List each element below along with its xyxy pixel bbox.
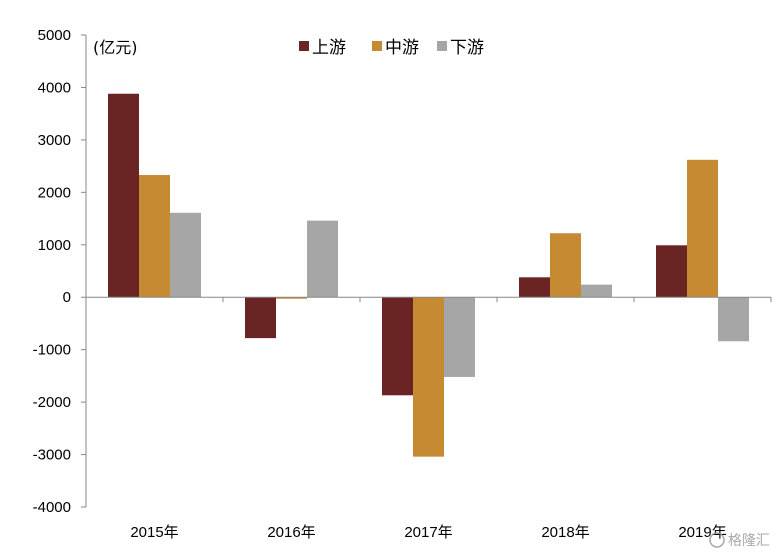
- x-tick-label: 2019年: [678, 524, 726, 541]
- legend-swatch-1: [299, 41, 309, 51]
- y-tick-label: 4000: [38, 79, 71, 96]
- bar-1-3: [382, 297, 413, 396]
- y-tick-label: 2000: [38, 184, 71, 201]
- y-tick-label: -2000: [33, 394, 71, 411]
- bar-3-2: [307, 220, 338, 298]
- watermark-text: 格隆汇: [728, 533, 770, 549]
- x-axis: 2015年 2016年 2017年 2018年 2019年: [85, 296, 772, 541]
- legend: 上游 中游 下游: [299, 38, 484, 58]
- bar-2-1: [139, 175, 170, 298]
- y-tick-label: 5000: [38, 27, 71, 44]
- legend-swatch-2: [372, 41, 382, 51]
- bars: [108, 93, 749, 457]
- bar-3-5: [718, 297, 749, 342]
- watermark-logo-icon: [709, 532, 725, 548]
- bar-3-1: [170, 212, 201, 298]
- bar-1-2: [245, 297, 276, 339]
- y-axis: 5000 4000 3000 2000 1000 0 -1000 -2000 -3000 -400…: [33, 27, 87, 516]
- bar-2-2: [276, 297, 307, 299]
- x-tick-label: 2017年: [404, 524, 452, 541]
- x-tick-label: 2018年: [541, 524, 589, 541]
- bar-3-4: [581, 284, 612, 298]
- y-tick-label: 3000: [38, 132, 71, 149]
- bar-2-5: [687, 159, 718, 298]
- bar-1-1: [108, 93, 139, 298]
- y-tick-label: -4000: [33, 499, 71, 516]
- y-tick-label: 0: [63, 289, 71, 306]
- y-tick-label: -3000: [33, 447, 71, 464]
- bar-1-4: [519, 277, 550, 298]
- bar-2-3: [413, 297, 444, 457]
- legend-label-1: 上游: [312, 38, 346, 58]
- bar-3-3: [444, 297, 475, 377]
- bar-2-4: [550, 233, 581, 298]
- x-tick-label: 2015年: [130, 524, 178, 541]
- bar-1-5: [656, 245, 687, 298]
- y-tick-label: -1000: [33, 342, 71, 359]
- watermark: 格隆汇: [709, 532, 770, 549]
- y-tick-label: 1000: [38, 237, 71, 254]
- legend-swatch-3: [437, 41, 447, 51]
- x-tick-label: 2016年: [267, 524, 315, 541]
- legend-label-3: 下游: [450, 38, 484, 58]
- y-unit-label: (亿元): [93, 38, 138, 57]
- legend-label-2: 中游: [385, 38, 419, 58]
